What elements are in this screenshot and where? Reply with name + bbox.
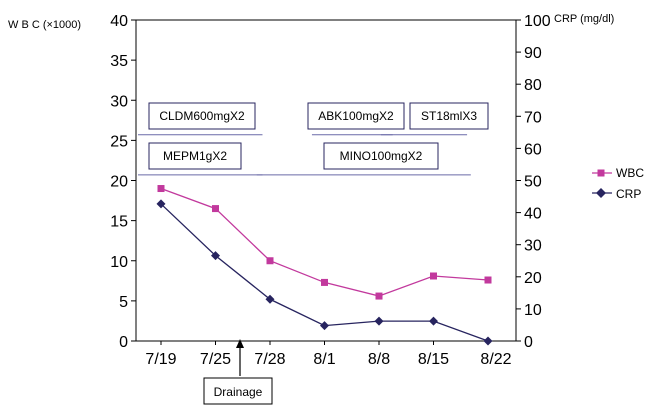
right-tick-label: 100 (524, 13, 551, 30)
drainage-annotation: Drainage (203, 339, 273, 405)
x-tick-label: 8/22 (480, 351, 511, 368)
right-tick-label: 20 (524, 270, 542, 287)
data-point-wbc (430, 272, 437, 280)
data-point-crp (429, 316, 438, 326)
annotation-box (409, 102, 489, 130)
annotation: CLDM600mgX2 (138, 102, 263, 136)
data-point-crp (374, 316, 384, 326)
data-point-crp (211, 251, 220, 261)
annotation: ST18mlX3 (380, 102, 489, 136)
plot-area-group (135, 19, 517, 342)
left-tick-label: 0 (119, 334, 128, 351)
annotation-label: MINO100mgX2 (340, 149, 423, 163)
annotation-box (148, 102, 256, 130)
annotation-group: CLDM600mgX2 MEPM1gX2 MINO100mgX2 ABK100mgX2… (138, 102, 489, 176)
plot-frame (135, 19, 517, 342)
data-point-crp (320, 321, 329, 331)
x-tick-label: 8/15 (418, 351, 449, 368)
data-point-wbc (212, 205, 219, 213)
annotation-label: MEPM1gX2 (163, 149, 227, 163)
data-point-crp (483, 336, 493, 346)
legend-wbc-label: WBC (616, 166, 644, 180)
annotation-box (323, 142, 439, 170)
data-point-wbc (157, 185, 165, 193)
legend: WBC CRP (592, 166, 644, 201)
left-tick-label: 5 (119, 294, 128, 311)
left-tick-label: 35 (110, 53, 128, 70)
x-axis-ticks: 7/19 7/25 7/28 8/1 8/8 8/15 8/22 (145, 341, 512, 368)
left-axis-title: W B C (×1000) (8, 19, 81, 31)
drainage-arrow-head (236, 339, 244, 348)
data-point-crp (265, 294, 275, 304)
data-point-wbc (266, 257, 274, 265)
x-tick-label: 8/1 (313, 351, 335, 368)
annotation: MEPM1gX2 (138, 142, 263, 176)
legend-crp-label: CRP (616, 187, 641, 201)
left-tick-label: 10 (110, 254, 128, 271)
right-tick-label: 90 (524, 45, 542, 62)
legend-wbc-marker (597, 169, 605, 177)
annotation-label: ABK100mgX2 (318, 109, 394, 123)
right-axis-ticks: 0 10 20 30 40 50 60 70 80 90 100 (516, 13, 551, 351)
right-tick-label: 70 (524, 109, 542, 126)
right-axis-title: CRP (mg/dl) (554, 13, 614, 25)
left-tick-label: 15 (110, 214, 128, 231)
left-tick-label: 30 (110, 93, 128, 110)
annotation-box (307, 102, 405, 130)
drainage-label: Drainage (214, 385, 263, 399)
annotation-label: ST18mlX3 (421, 109, 477, 123)
data-point-crp (156, 199, 166, 209)
drainage-box (203, 377, 273, 405)
annotation-box (148, 142, 242, 170)
series-crp (156, 199, 493, 346)
annotation: MINO100mgX2 (256, 142, 471, 176)
x-tick-label: 7/28 (254, 351, 285, 368)
right-tick-label: 40 (524, 206, 542, 223)
right-tick-label: 10 (524, 302, 542, 319)
series-line-crp (160, 203, 489, 342)
left-tick-label: 25 (110, 133, 128, 150)
legend-crp-marker (596, 188, 606, 198)
data-point-wbc (321, 278, 328, 286)
right-tick-label: 60 (524, 141, 542, 158)
right-tick-label: 80 (524, 77, 542, 94)
left-tick-label: 20 (110, 174, 128, 191)
left-axis-ticks: 0 5 10 15 20 25 30 35 40 (110, 13, 136, 351)
data-point-wbc (375, 292, 383, 300)
x-tick-label: 7/19 (145, 351, 176, 368)
right-tick-label: 50 (524, 174, 542, 191)
series-wbc (157, 185, 492, 300)
annotation-label: CLDM600mgX2 (159, 109, 245, 123)
x-tick-label: 7/25 (200, 351, 231, 368)
right-tick-label: 0 (524, 334, 533, 351)
right-tick-label: 30 (524, 238, 542, 255)
left-tick-label: 40 (110, 13, 128, 30)
x-tick-label: 8/8 (368, 351, 390, 368)
series-group (156, 185, 493, 346)
annotation: ABK100mgX2 (307, 102, 405, 136)
data-point-wbc (484, 276, 492, 284)
